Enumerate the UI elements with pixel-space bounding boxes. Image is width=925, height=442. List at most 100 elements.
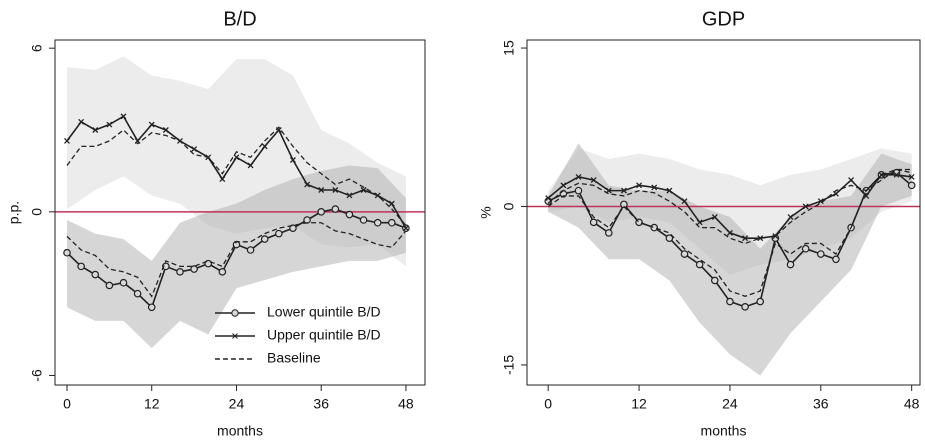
x-tick-label: 36 — [813, 396, 829, 412]
marker — [289, 157, 296, 163]
marker — [261, 143, 268, 150]
marker — [560, 182, 567, 189]
y-tick-label: -15 — [501, 355, 517, 375]
marker — [802, 203, 809, 210]
marker — [148, 121, 155, 128]
marker — [91, 270, 100, 279]
legend-label: Baseline — [267, 350, 321, 366]
y-tick-label: 15 — [501, 40, 517, 56]
marker — [650, 223, 659, 232]
marker — [574, 186, 583, 195]
marker — [176, 268, 184, 276]
marker — [162, 127, 169, 133]
y-tick-label: 0 — [501, 202, 517, 210]
marker — [233, 154, 240, 161]
marker — [218, 268, 227, 276]
x-tick-label: 24 — [229, 396, 245, 412]
marker — [191, 146, 198, 153]
chart-title: GDP — [702, 8, 745, 30]
marker — [106, 121, 113, 128]
marker — [147, 303, 156, 312]
series-line — [547, 168, 912, 245]
marker — [373, 218, 382, 227]
marker — [726, 229, 733, 236]
plot-frame — [526, 39, 921, 386]
x-tick-label: 0 — [544, 396, 552, 412]
marker — [801, 244, 810, 253]
marker — [907, 181, 916, 190]
marker — [695, 260, 704, 269]
marker — [681, 198, 688, 205]
marker — [893, 171, 900, 178]
marker — [832, 255, 840, 264]
plot-area — [527, 143, 920, 376]
series-line — [547, 168, 912, 297]
marker — [620, 187, 627, 194]
marker — [332, 187, 339, 193]
marker — [756, 297, 765, 306]
marker — [63, 248, 71, 257]
marker — [359, 216, 368, 224]
plot-frame — [54, 39, 426, 386]
marker — [346, 192, 353, 199]
marker — [289, 224, 297, 232]
marker — [604, 229, 613, 237]
marker — [304, 181, 311, 188]
x-tick-label: 12 — [144, 396, 160, 412]
marker — [133, 289, 142, 298]
y-tick-label: -6 — [29, 369, 45, 382]
marker — [878, 171, 885, 178]
marker — [787, 214, 794, 221]
series-line — [66, 222, 407, 298]
marker — [741, 303, 749, 311]
marker — [545, 195, 552, 201]
marker — [589, 218, 598, 227]
marker — [651, 184, 658, 191]
marker — [120, 113, 127, 120]
marker — [666, 187, 673, 194]
marker — [620, 200, 628, 209]
marker — [77, 262, 85, 271]
x-tick-label: 48 — [398, 396, 414, 412]
marker — [105, 281, 114, 290]
marker — [726, 297, 734, 306]
marker — [78, 118, 85, 125]
marker — [64, 137, 70, 144]
marker — [388, 218, 396, 227]
marker — [817, 250, 825, 258]
series-line — [66, 126, 407, 226]
marker — [247, 162, 254, 169]
marker — [190, 265, 198, 273]
marker — [590, 177, 597, 184]
legend-label: Lower quintile B/D — [267, 304, 381, 320]
marker — [318, 187, 325, 193]
marker — [119, 278, 128, 287]
x-tick-label: 12 — [631, 396, 647, 412]
x-tick-label: 24 — [722, 396, 738, 412]
marker — [817, 198, 824, 205]
x-axis-label: months — [217, 423, 263, 439]
marker — [742, 235, 749, 242]
y-axis-label: p.p. — [6, 201, 22, 224]
marker — [680, 250, 689, 258]
marker — [402, 225, 409, 232]
x-tick-label: 48 — [904, 396, 920, 412]
x-axis-label: months — [701, 423, 747, 439]
marker — [260, 235, 269, 243]
marker — [786, 260, 795, 269]
marker — [710, 276, 719, 285]
marker — [275, 229, 283, 238]
marker — [162, 262, 170, 271]
marker — [848, 177, 855, 184]
legend-label: Upper quintile B/D — [267, 327, 381, 343]
marker — [246, 246, 255, 254]
marker — [219, 176, 226, 183]
plot-area — [55, 56, 425, 349]
y-axis-label: % — [478, 206, 494, 218]
y-tick-label: 0 — [29, 208, 45, 216]
marker — [863, 192, 870, 199]
marker — [575, 173, 582, 180]
marker — [908, 173, 915, 180]
confidence-band — [548, 143, 912, 376]
